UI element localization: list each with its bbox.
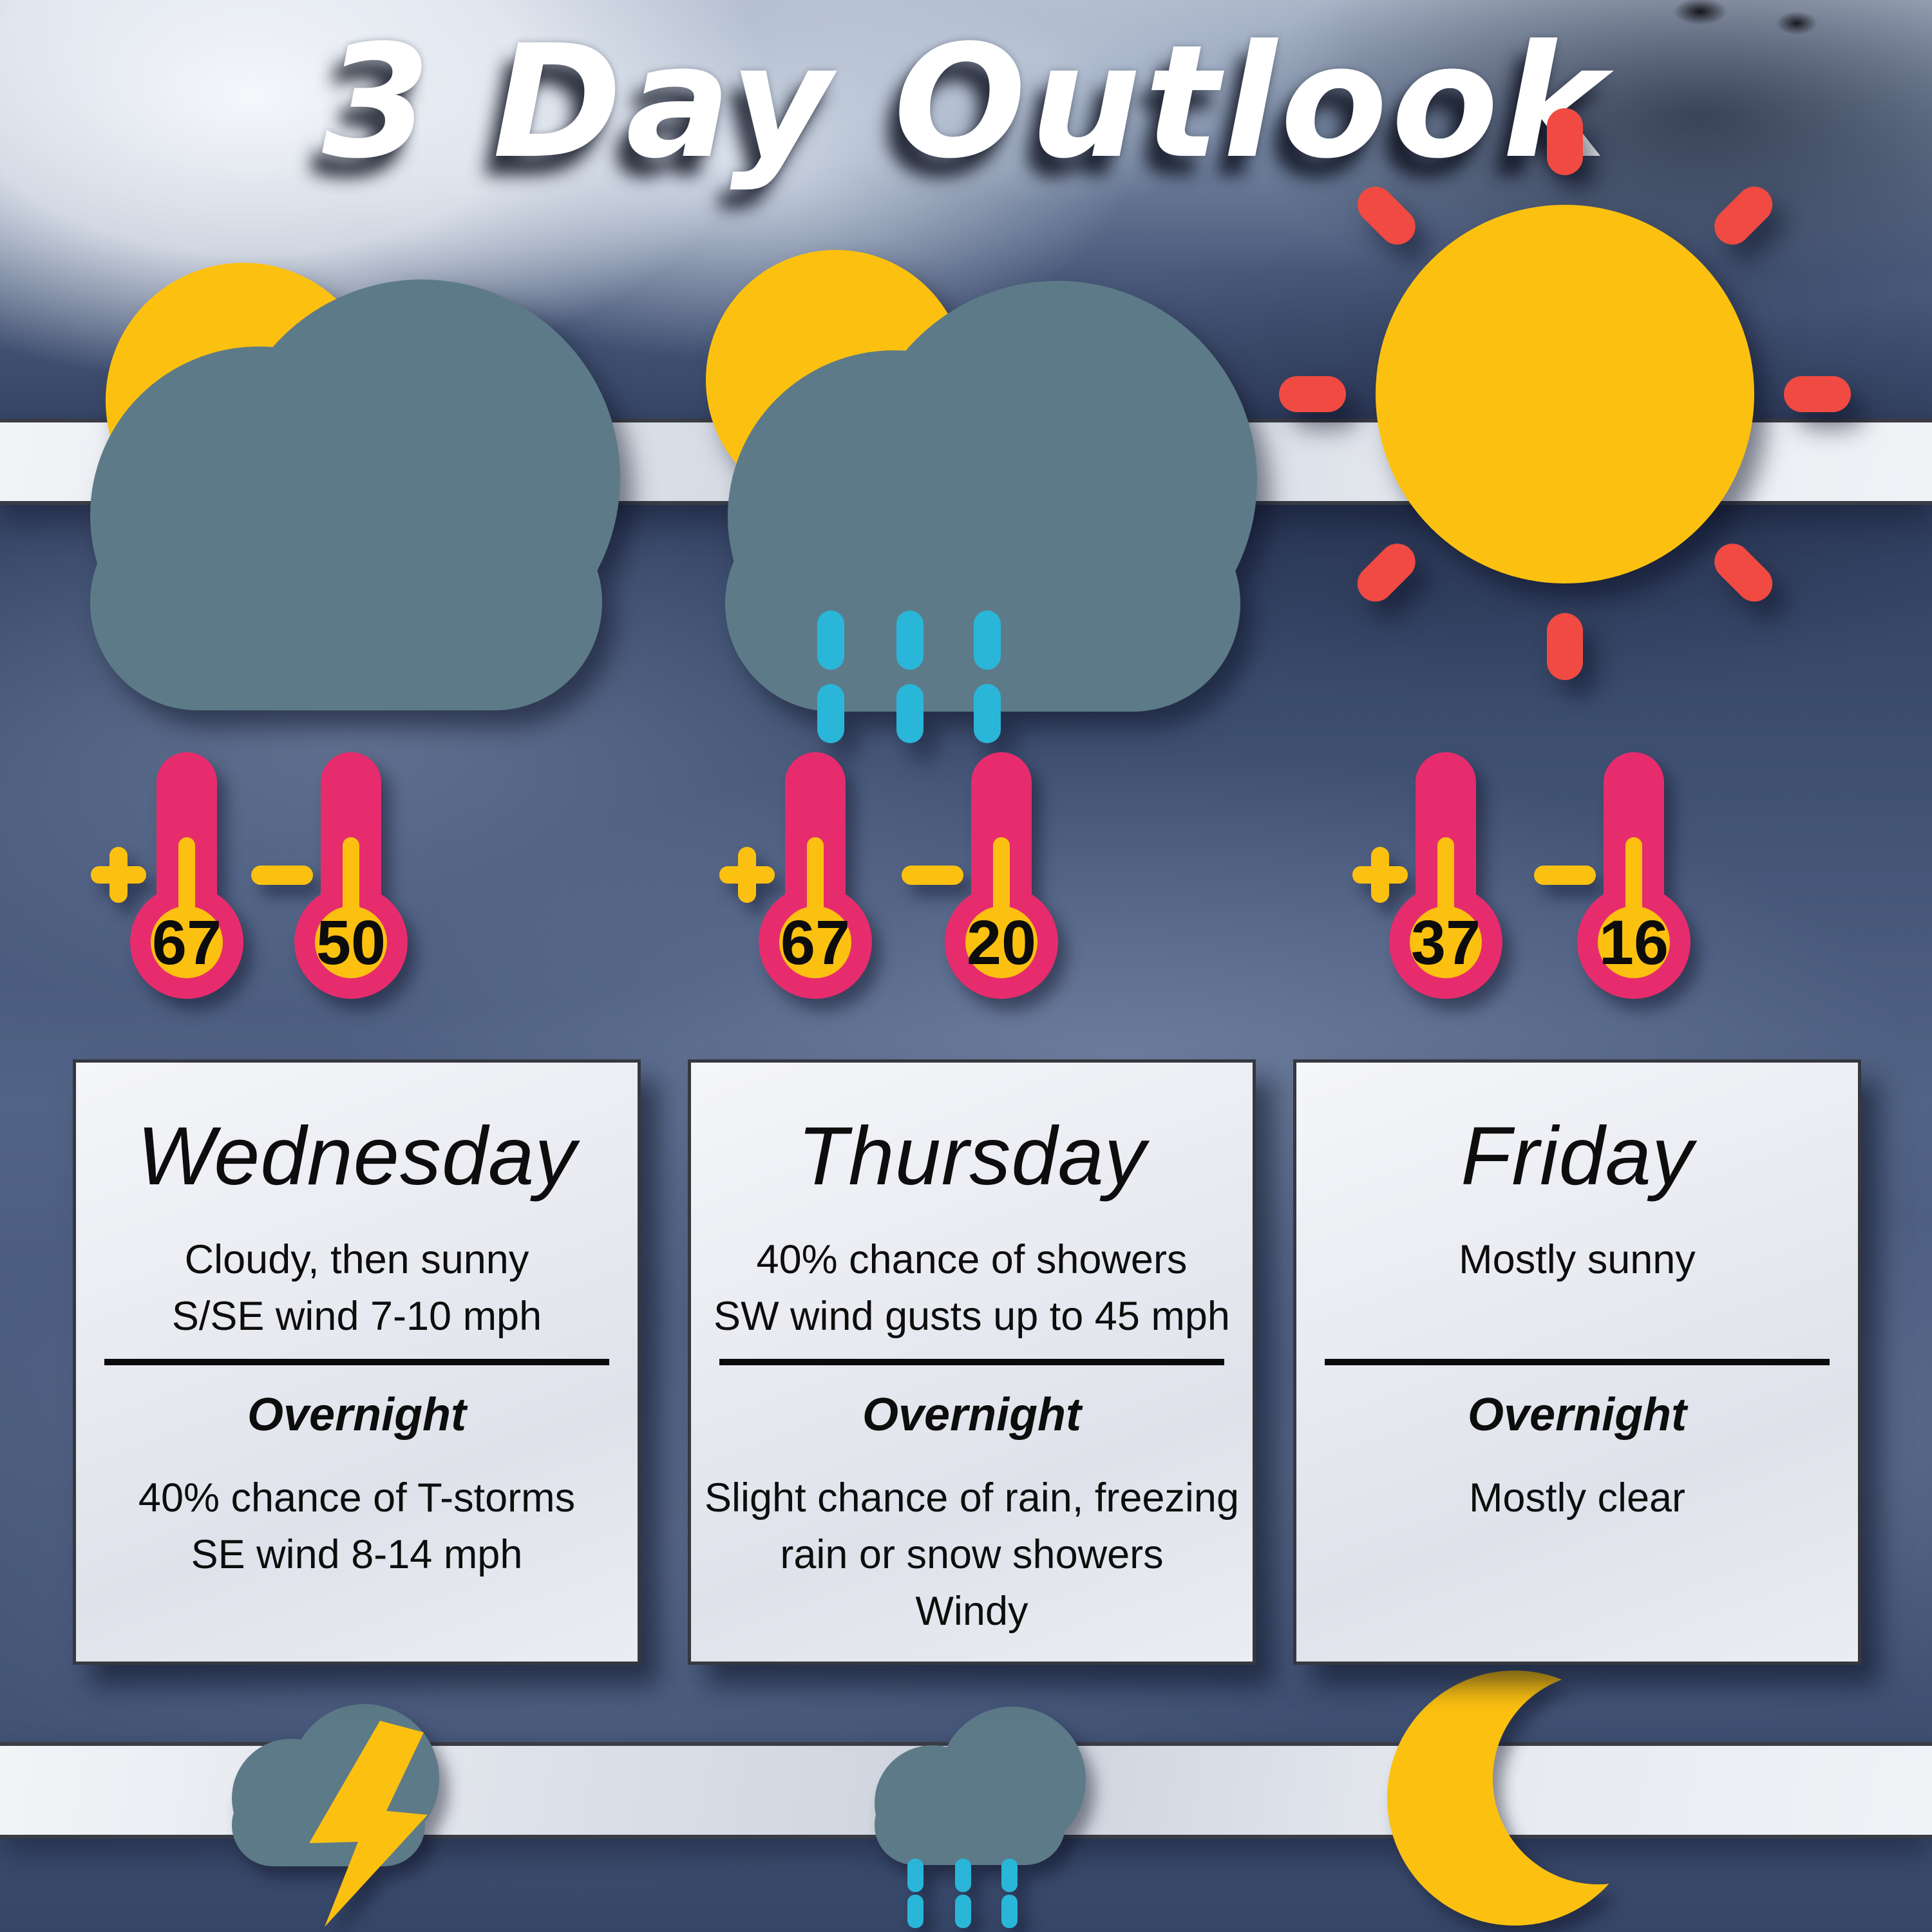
plus-icon bbox=[91, 847, 146, 903]
forecast-line: S/SE wind 7-10 mph bbox=[171, 1294, 542, 1339]
overnight-forecast: Slight chance of rain, freezing rain or … bbox=[691, 1470, 1253, 1640]
high-temp-value: 67 bbox=[152, 907, 222, 978]
daytime-forecast: 40% chance of showers SW wind gusts up t… bbox=[691, 1231, 1253, 1345]
daytime-forecast: Mostly sunny bbox=[1296, 1231, 1858, 1288]
page-title: 3 Day Outlook bbox=[322, 12, 1610, 193]
thermometer-high-thursday: 67 bbox=[719, 752, 872, 999]
sun-rays bbox=[1279, 108, 1851, 680]
plus-icon bbox=[1352, 847, 1408, 903]
high-temp-value: 67 bbox=[781, 907, 850, 978]
day-title: Wednesday bbox=[137, 1110, 577, 1202]
forecast-line: 40% chance of T-storms bbox=[138, 1475, 576, 1520]
card-divider bbox=[1325, 1359, 1830, 1365]
thermometer-high-friday: 37 bbox=[1352, 752, 1502, 999]
plus-icon bbox=[719, 847, 775, 903]
forecast-card-thursday: Thursday 40% chance of showers SW wind g… bbox=[688, 1059, 1256, 1665]
forecast-line: Slight chance of rain, freezing bbox=[705, 1475, 1239, 1520]
thermometer-low-wednesday: 50 bbox=[251, 752, 408, 999]
forecast-line: SW wind gusts up to 45 mph bbox=[714, 1294, 1230, 1339]
lightning-bolt bbox=[309, 1721, 428, 1927]
forecast-line: Windy bbox=[915, 1589, 1028, 1634]
forecast-line: SE wind 8-14 mph bbox=[191, 1532, 523, 1577]
card-divider bbox=[719, 1359, 1224, 1365]
rain-cloud-icon bbox=[875, 1707, 1086, 1928]
forecast-line: Cloudy, then sunny bbox=[184, 1237, 529, 1282]
forecast-line: Mostly sunny bbox=[1459, 1237, 1696, 1282]
day-title: Thursday bbox=[797, 1110, 1146, 1202]
thermometer-low-thursday: 20 bbox=[902, 752, 1058, 999]
overnight-label: Overnight bbox=[247, 1389, 467, 1441]
rain-drops bbox=[907, 1859, 1018, 1928]
day-title: Friday bbox=[1461, 1110, 1694, 1202]
daytime-forecast: Cloudy, then sunny S/SE wind 7-10 mph bbox=[76, 1231, 638, 1345]
overnight-label: Overnight bbox=[1467, 1389, 1687, 1441]
minus-icon bbox=[902, 866, 963, 885]
forecast-line: 40% chance of showers bbox=[756, 1237, 1188, 1282]
overnight-forecast: 40% chance of T-storms SE wind 8-14 mph bbox=[76, 1470, 638, 1583]
forecast-card-friday: Friday Mostly sunny Overnight Mostly cle… bbox=[1293, 1059, 1861, 1665]
forecast-line: rain or snow showers bbox=[780, 1532, 1164, 1577]
minus-icon bbox=[1534, 866, 1596, 885]
minus-icon bbox=[251, 866, 313, 885]
overnight-label: Overnight bbox=[862, 1389, 1082, 1441]
crescent-moon-icon bbox=[1340, 1636, 1726, 1932]
forecast-card-wednesday: Wednesday Cloudy, then sunny S/SE wind 7… bbox=[73, 1059, 641, 1665]
sun-behind-rain-cloud-icon bbox=[706, 250, 1257, 743]
sun-behind-cloud-icon bbox=[90, 263, 620, 710]
overnight-forecast: Mostly clear bbox=[1296, 1470, 1858, 1526]
low-temp-value: 16 bbox=[1599, 907, 1669, 978]
rain-drops bbox=[817, 611, 1001, 743]
sun-icon bbox=[1279, 108, 1851, 680]
cloud-shape bbox=[725, 281, 1257, 712]
cloud-shape bbox=[875, 1707, 1086, 1865]
thermometer-low-friday: 16 bbox=[1534, 752, 1690, 999]
sun-disc bbox=[1376, 205, 1754, 583]
cloud-shape bbox=[90, 279, 620, 710]
storm-cloud-icon bbox=[232, 1704, 439, 1927]
low-temp-value: 50 bbox=[316, 907, 386, 978]
high-temp-value: 37 bbox=[1411, 907, 1481, 978]
thermometer-high-wednesday: 67 bbox=[91, 752, 243, 999]
card-divider bbox=[104, 1359, 609, 1365]
forecast-line: Mostly clear bbox=[1468, 1475, 1686, 1520]
low-temp-value: 20 bbox=[967, 907, 1036, 978]
